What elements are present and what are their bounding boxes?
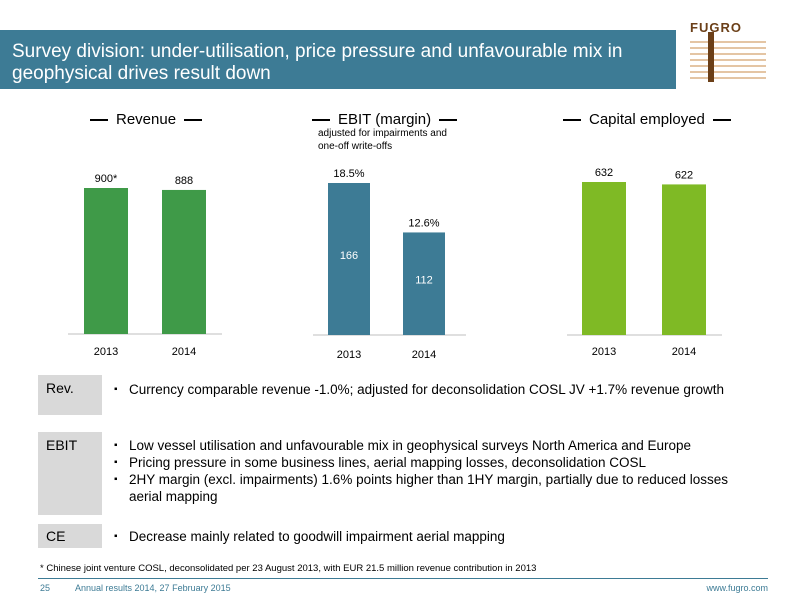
- capital-title-text: Capital employed: [589, 111, 705, 128]
- title-bar: [0, 30, 676, 89]
- title-dash: [184, 119, 203, 122]
- ebit-title-text: EBIT (margin): [338, 111, 432, 128]
- margin-label: 12.6%: [408, 217, 439, 229]
- bar-2014: [662, 184, 706, 335]
- logo-text: FUGRO: [690, 20, 742, 35]
- data-label: 888: [175, 175, 193, 187]
- tick-label: 2013: [94, 346, 118, 358]
- footer-url[interactable]: www.fugro.com: [706, 583, 768, 593]
- title-dash: [712, 119, 731, 122]
- data-label: 622: [675, 169, 693, 181]
- data-label: 900*: [95, 173, 118, 185]
- bar-2014: [403, 232, 445, 335]
- bullet-item: Pricing pressure in some business lines,…: [114, 454, 754, 471]
- footnote: * Chinese joint venture COSL, deconsolid…: [40, 563, 537, 574]
- title-dash: [90, 119, 108, 122]
- revenue-title-text: Revenue: [116, 111, 177, 128]
- title-dash: [312, 119, 330, 122]
- title-dash: [439, 119, 458, 122]
- section-ebit-bullets: Low vessel utilisation and unfavourable …: [114, 437, 754, 505]
- section-ce-bullets: Decrease mainly related to goodwill impa…: [114, 528, 754, 545]
- bar-2013: [328, 183, 370, 335]
- footer-text: Annual results 2014, 27 February 2015: [75, 583, 231, 593]
- title-dash: [563, 119, 581, 122]
- bar-2013: [582, 182, 626, 335]
- footer-rule: [38, 578, 768, 579]
- data-label: 166: [340, 250, 358, 262]
- bullet-item: Decrease mainly related to goodwill impa…: [114, 528, 754, 545]
- slide-title: Survey division: under-utilisation, pric…: [12, 41, 623, 84]
- bullet-item: 2HY margin (excl. impairments) 1.6% poin…: [114, 471, 754, 505]
- ebit-chart-title: EBIT (margin): [304, 111, 465, 128]
- tick-label: 2014: [172, 346, 196, 358]
- tick-label: 2014: [672, 346, 696, 358]
- logo-graphic: [690, 32, 766, 82]
- tick-label: 2014: [412, 349, 436, 361]
- tick-label: 2013: [592, 346, 616, 358]
- section-label-ce: CE: [38, 524, 102, 548]
- section-label-rev: Rev.: [38, 375, 102, 415]
- section-label-ebit: EBIT: [38, 432, 102, 515]
- ebit-subtitle: adjusted for impairments and one-off wri…: [318, 128, 447, 152]
- page-number: 25: [40, 583, 51, 593]
- section-rev-bullets: Currency comparable revenue -1.0%; adjus…: [114, 381, 754, 398]
- tick-label: 2013: [337, 349, 361, 361]
- bar-2014: [162, 189, 206, 334]
- bullet-item: Low vessel utilisation and unfavourable …: [114, 437, 754, 454]
- revenue-chart-title: Revenue: [82, 111, 210, 128]
- data-label: 632: [595, 167, 613, 179]
- bullet-item: Currency comparable revenue -1.0%; adjus…: [114, 381, 754, 398]
- bar-2013: [84, 188, 128, 334]
- capital-chart-title: Capital employed: [555, 111, 739, 128]
- fugro-logo: FUGRO: [686, 10, 776, 85]
- data-label: 112: [415, 275, 433, 287]
- margin-label: 18.5%: [333, 168, 364, 180]
